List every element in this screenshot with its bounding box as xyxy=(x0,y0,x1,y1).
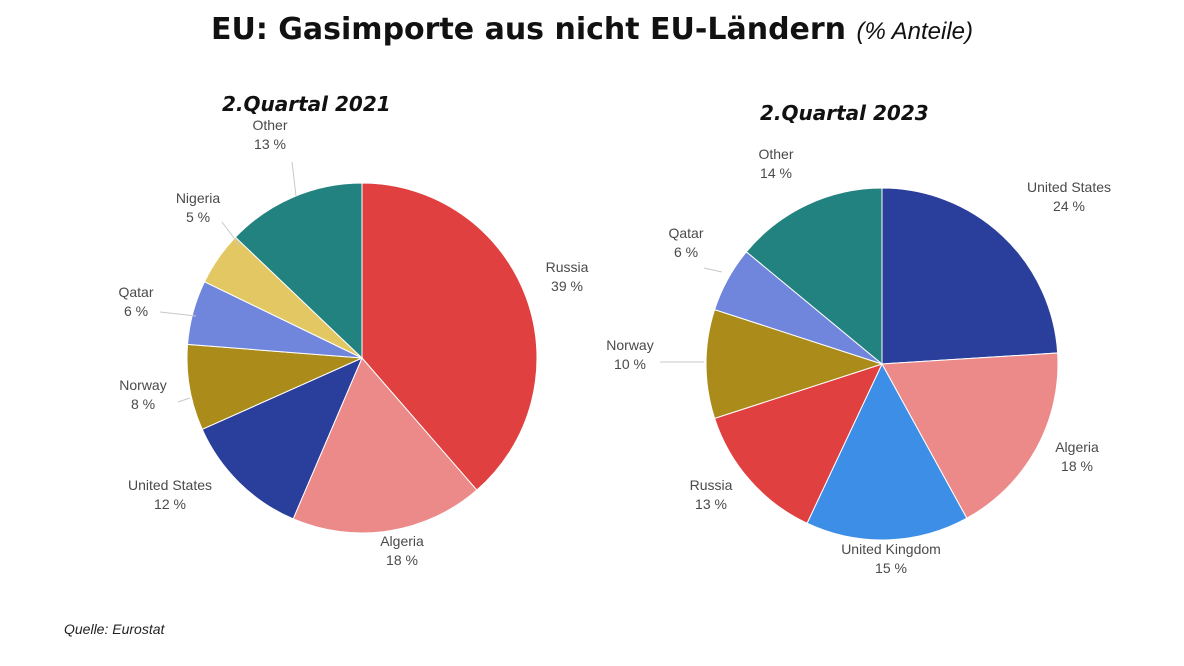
slice-value-other-2023: 14 % xyxy=(760,165,792,181)
slice-label-qatar-2023: Qatar xyxy=(668,225,703,241)
slice-label-algeria-2021: Algeria xyxy=(380,533,424,549)
leader-line-qatar-2021 xyxy=(159,311,197,317)
slice-value-algeria-2023: 18 % xyxy=(1061,458,1093,474)
slice-value-qatar-2021: 6 % xyxy=(124,303,148,319)
slice-label-norway-2023: Norway xyxy=(606,337,653,353)
pie-slice-other-2023 xyxy=(745,187,883,366)
slice-label-algeria-2023: Algeria xyxy=(1055,439,1099,455)
slice-label-nigeria-2021: Nigeria xyxy=(176,190,221,206)
slice-label-norway-2021: Norway xyxy=(119,377,166,393)
pie-slice-other-2021 xyxy=(234,182,363,360)
slice-value-norway-2021: 8 % xyxy=(131,396,155,412)
slice-label-united-kingdom-2023: United Kingdom xyxy=(841,541,941,557)
slice-label-other-2021: Other xyxy=(252,117,287,133)
leader-line-qatar-2023 xyxy=(703,267,723,273)
pie-slice-united-states-2023 xyxy=(881,187,1059,365)
slice-value-united-states-2023: 24 % xyxy=(1053,198,1085,214)
pie-slice-united-states-2021 xyxy=(201,357,363,520)
chart-title-2023: 2.Quartal 2023 xyxy=(760,101,929,125)
pie-slice-russia-2023 xyxy=(713,363,883,524)
title-text: EU: Gasimporte aus nicht EU-Ländern xyxy=(211,12,847,47)
slice-value-norway-2023: 10 % xyxy=(614,356,646,372)
leader-line-norway-2021 xyxy=(177,397,191,403)
source-note: Quelle: Eurostat xyxy=(64,621,165,637)
chart-title-2021: 2.Quartal 2021 xyxy=(222,92,391,116)
slice-value-united-states-2021: 12 % xyxy=(154,496,186,512)
page-title: EU: Gasimporte aus nicht EU-Ländern (% A… xyxy=(0,12,1184,47)
pie-slice-algeria-2023 xyxy=(881,352,1059,519)
leader-line-nigeria-2021 xyxy=(221,221,241,247)
leader-line-other-2021 xyxy=(291,161,297,197)
slice-value-other-2021: 13 % xyxy=(254,136,286,152)
pie-slice-norway-2023 xyxy=(705,308,884,420)
slice-value-russia-2021: 39 % xyxy=(551,278,583,294)
slice-value-qatar-2023: 6 % xyxy=(674,244,698,260)
slice-value-united-kingdom-2023: 15 % xyxy=(875,560,907,576)
title-subtitle: (% Anteile) xyxy=(856,18,973,45)
pie-slice-algeria-2021 xyxy=(292,357,478,534)
slice-value-russia-2023: 13 % xyxy=(695,496,727,512)
slice-label-qatar-2021: Qatar xyxy=(118,284,153,300)
slice-label-other-2023: Other xyxy=(758,146,793,162)
pie-slice-united-kingdom-2023 xyxy=(806,362,968,541)
slice-label-united-states-2023: United States xyxy=(1027,179,1111,195)
pie-slice-russia-2021 xyxy=(361,182,538,491)
slice-label-united-states-2021: United States xyxy=(128,477,212,493)
slice-label-russia-2023: Russia xyxy=(690,477,733,493)
slice-value-nigeria-2021: 5 % xyxy=(186,209,210,225)
slice-value-algeria-2021: 18 % xyxy=(386,552,418,568)
slice-label-russia-2021: Russia xyxy=(546,259,589,275)
